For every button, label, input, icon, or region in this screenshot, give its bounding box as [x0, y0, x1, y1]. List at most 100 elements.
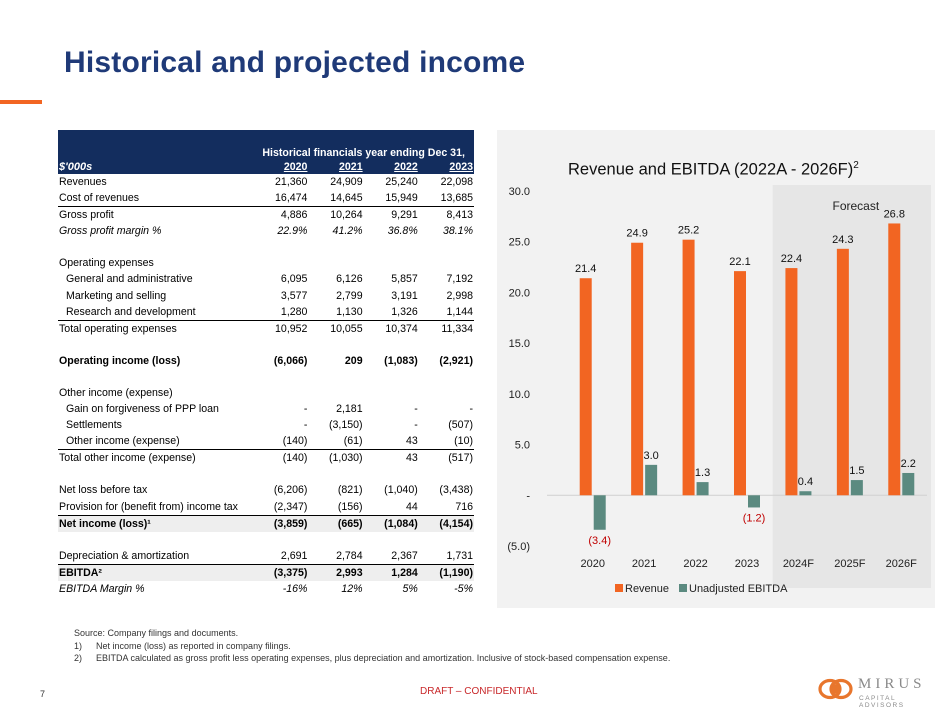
ebitda-data-label: 1.5: [849, 465, 864, 477]
table-row: Operating expenses: [58, 255, 474, 271]
row-value: -: [414, 403, 418, 416]
logo-name: MIRUS: [858, 676, 926, 692]
row-label: [58, 239, 253, 255]
row-label: Net loss before tax: [59, 484, 148, 497]
row-value: 716: [418, 498, 474, 516]
row-value: 15,949: [363, 190, 419, 208]
revenue-data-label: 24.3: [832, 234, 853, 246]
ebitda-data-label: 1.3: [695, 467, 710, 479]
page-title: Historical and projected income: [64, 46, 526, 79]
row-value: 6,095: [280, 273, 308, 286]
row-value: 1,280: [253, 303, 309, 321]
footnotes: Source: Company filings and documents. 1…: [74, 627, 670, 665]
row-label: EBITDA Margin %: [59, 582, 145, 595]
footnote-source: Source: Company filings and documents.: [74, 628, 239, 638]
row-value: [364, 255, 419, 271]
row-label: General and administrative: [66, 273, 193, 286]
row-value: -: [303, 403, 308, 416]
table-row: [58, 466, 474, 482]
table-row: [58, 239, 474, 255]
row-value: 5,857: [391, 273, 418, 286]
revenue-data-label: 25.2: [678, 225, 699, 237]
row-value: 8,413: [446, 209, 473, 222]
row-value: (1,030): [329, 452, 363, 465]
row-value: (1,083): [384, 354, 418, 367]
row-value: [364, 369, 419, 385]
row-label: Net income (loss)¹: [58, 515, 254, 532]
revenue-data-label: 22.4: [781, 253, 802, 265]
revenue-ebitda-chart: Forecast (5.0) - 5.0 10.0 15.0 20.0 25.0 30.0 21.…: [507, 185, 931, 595]
revenue-data-label: 26.8: [884, 208, 905, 220]
row-value: (140): [253, 433, 309, 451]
table-row: [58, 337, 474, 353]
row-value: -: [469, 403, 473, 416]
row-value: 10,374: [385, 322, 418, 335]
row-value: 2,993: [308, 564, 364, 581]
row-value: [308, 337, 363, 353]
legend-swatch-ebitda: [679, 584, 687, 592]
row-value: [308, 239, 363, 255]
table-header-top: Historical financials year ending Dec 31…: [58, 130, 474, 160]
table-row: Other income (expense) (140) (61) 43 (10): [58, 433, 474, 451]
row-label: Research and development: [58, 303, 254, 321]
y-tick-label: 20.0: [509, 287, 530, 299]
row-value: [253, 385, 308, 401]
row-label: [58, 466, 253, 482]
table-row: EBITDA² (3,375) 2,993 1,284 (1,190): [58, 564, 474, 581]
table-row: EBITDA Margin % -16% 12% 5% -5%: [58, 581, 474, 597]
row-value: [419, 337, 474, 353]
row-value: [419, 369, 474, 385]
row-value: (3,438): [439, 484, 473, 497]
row-label: Total operating expenses: [59, 322, 177, 335]
row-value: [364, 466, 419, 482]
table-row: General and administrative 6,095 6,126 5,85…: [58, 271, 474, 287]
row-value: (1,084): [363, 515, 419, 532]
table-row: Operating income (loss) (6,066) 209 (1,083)…: [58, 353, 474, 369]
row-value: 43: [363, 433, 419, 451]
row-label: Other income (expense): [58, 433, 254, 451]
row-value: 43: [405, 452, 418, 465]
row-value: (1,190): [418, 564, 474, 581]
row-value: -16%: [282, 582, 308, 595]
row-value: (6,206): [273, 484, 308, 497]
row-value: 16,474: [253, 190, 309, 208]
ebitda-bar: [902, 472, 915, 496]
row-value: (507): [448, 419, 473, 432]
x-tick-label: 2026F: [886, 558, 917, 570]
revenue-bar: [836, 248, 849, 496]
table-row: Settlements - (3,150) - (507): [58, 417, 474, 433]
row-value: (665): [308, 515, 364, 532]
x-tick-label: 2023: [735, 558, 759, 570]
row-value: [364, 532, 419, 548]
row-value: [308, 532, 363, 548]
table-row: [58, 532, 474, 548]
legend-swatch-revenue: [615, 584, 623, 592]
y-tick-label: 5.0: [515, 440, 530, 452]
ebitda-bar: [799, 491, 812, 496]
row-label: Cost of revenues: [58, 190, 254, 208]
row-value: (61): [308, 433, 364, 451]
row-value: 13,685: [418, 190, 474, 208]
row-value: [308, 255, 363, 271]
revenue-bar: [734, 271, 746, 496]
row-value: (4,154): [418, 515, 474, 532]
ebitda-data-label: 3.0: [643, 450, 658, 462]
row-value: 36.8%: [387, 225, 418, 238]
footnote-text: Net income (loss) as reported in company…: [96, 640, 291, 651]
row-value: [253, 532, 308, 548]
row-value: 2,181: [336, 403, 363, 416]
row-value: 12%: [341, 582, 363, 595]
row-value: [308, 466, 363, 482]
ebitda-bar: [696, 482, 709, 496]
row-value: [308, 385, 363, 401]
row-value: 1,326: [363, 303, 419, 321]
row-value: 11,334: [441, 322, 473, 335]
row-label: [58, 532, 253, 548]
row-value: 7,192: [446, 273, 473, 286]
row-value: [419, 255, 474, 271]
table-unit: $'000s: [58, 160, 254, 174]
ebitda-bar: [748, 495, 760, 508]
row-value: -: [303, 419, 308, 432]
row-value: -5%: [454, 582, 473, 595]
row-value: 2,799: [336, 289, 363, 302]
